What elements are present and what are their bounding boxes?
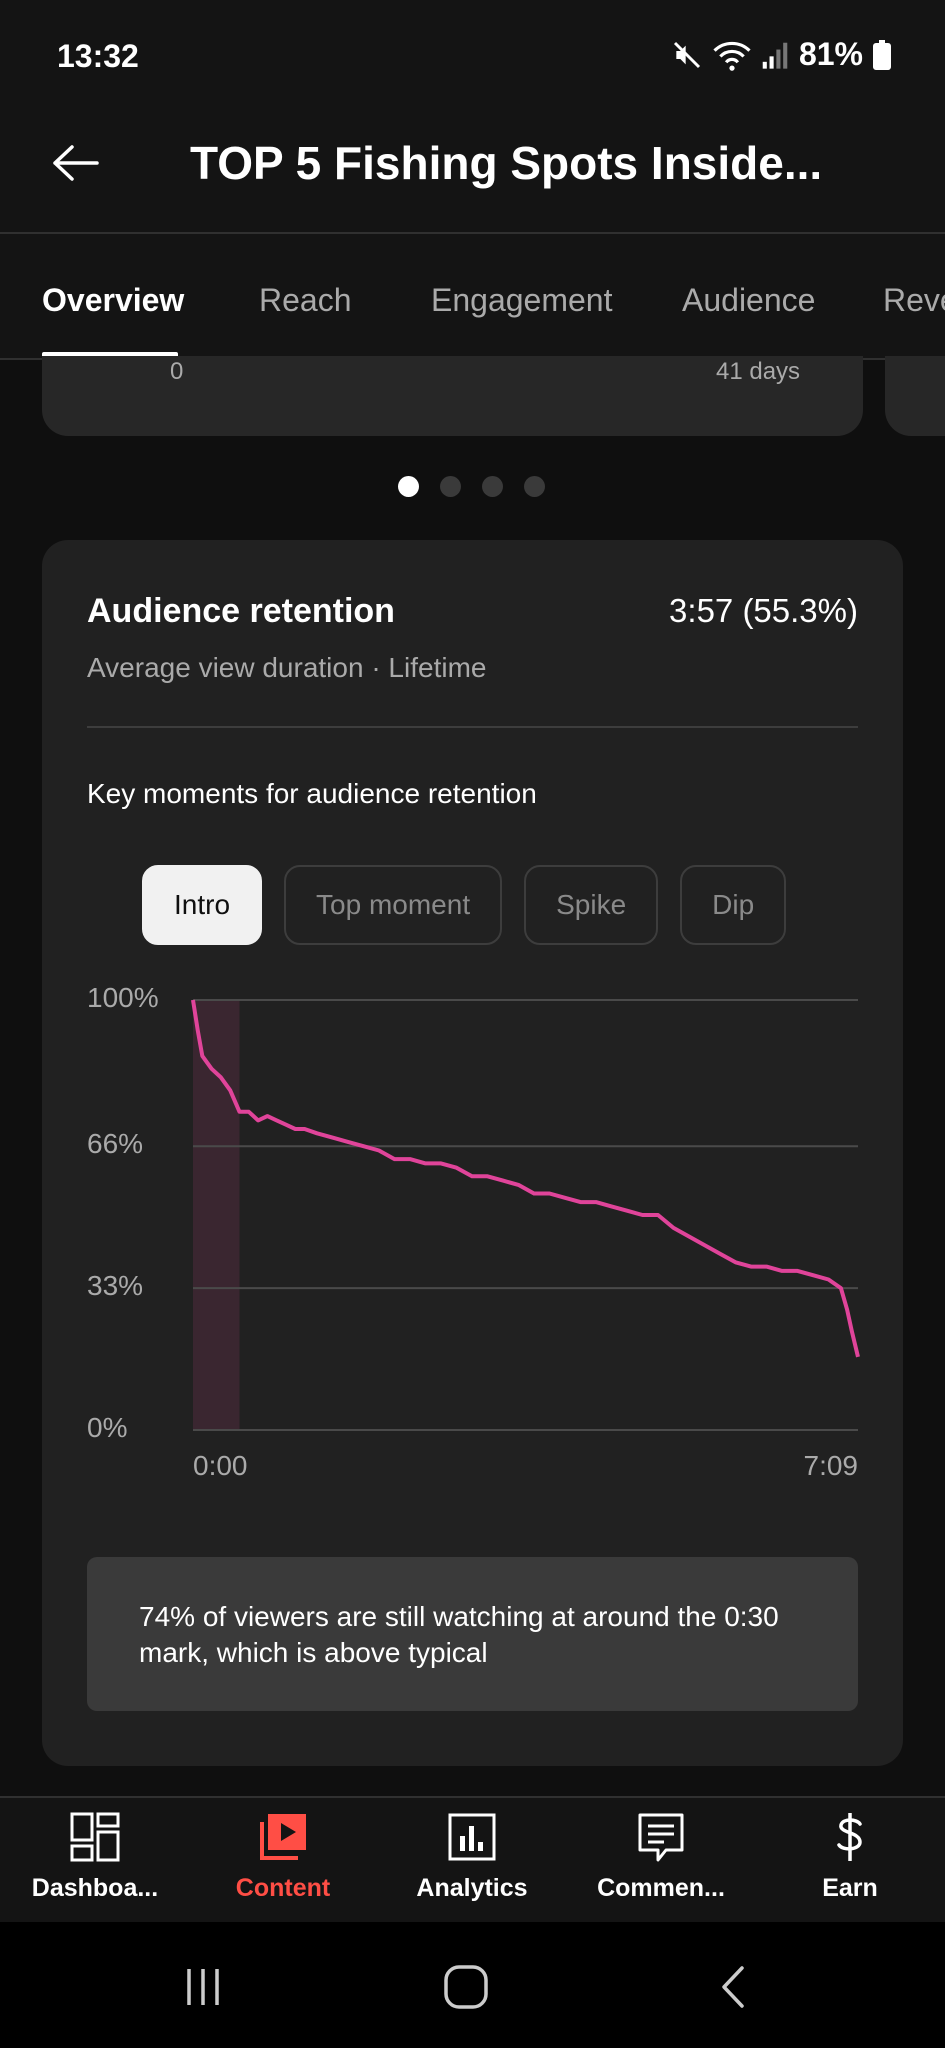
recent-apps-button[interactable] (173, 1962, 233, 2012)
nav-dashboard[interactable]: Dashboa... (10, 1810, 180, 1903)
wifi-icon (713, 41, 751, 71)
chip-intro[interactable]: Intro (142, 865, 263, 945)
status-time: 13:32 (57, 38, 139, 74)
carousel-dot[interactable] (524, 476, 545, 497)
highlight-band (193, 1000, 240, 1430)
insight-box: 74% of viewers are still watching at aro… (87, 1557, 858, 1711)
signal-icon (762, 42, 788, 69)
bottom-navigation: Dashboa... Content Analytics Commen... (0, 1796, 945, 1922)
carousel-dot[interactable] (398, 476, 419, 497)
app-bar: TOP 5 Fishing Spots Inside... (0, 86, 945, 234)
nav-comments[interactable]: Commen... (576, 1810, 746, 1903)
dollar-icon (837, 1813, 862, 1861)
retention-line (191, 999, 860, 1358)
battery-percent: 81% (798, 36, 863, 72)
status-icons: 81% (671, 36, 891, 73)
tab-overview[interactable]: Overview (42, 282, 185, 318)
nav-label: Analytics (416, 1874, 528, 1902)
arrow-left-icon (53, 145, 99, 181)
y-tick-label: 0% (87, 1412, 128, 1443)
tab-indicator (42, 352, 178, 358)
nav-label: Dashboa... (31, 1874, 159, 1902)
recent-apps-icon (187, 1969, 219, 2005)
content-icon (260, 1814, 306, 1860)
previous-card-axis-start: 0 (170, 358, 184, 385)
chip-top-moment[interactable]: Top moment (284, 865, 503, 945)
nav-content[interactable]: Content (198, 1810, 368, 1903)
y-tick-label: 66% (87, 1128, 144, 1159)
next-card-peek[interactable] (885, 356, 945, 436)
x-tick-end: 7:09 (803, 1450, 859, 1481)
analytics-icon (448, 1813, 496, 1861)
y-tick-label: 100% (87, 982, 159, 1013)
nav-label: Commen... (597, 1874, 725, 1902)
tab-bar: Overview Reach Engagement Audience Reven… (0, 234, 945, 360)
audience-retention-card[interactable]: Audience retention 3:57 (55.3%) Average … (42, 540, 903, 1766)
insight-text: 74% of viewers are still watching at aro… (139, 1601, 779, 1668)
nav-label: Content (235, 1874, 331, 1902)
chip-dip[interactable]: Dip (680, 865, 787, 945)
system-navigation (0, 1922, 945, 2048)
nav-earn[interactable]: Earn (765, 1810, 935, 1903)
back-button[interactable] (40, 128, 110, 198)
home-button[interactable] (436, 1962, 496, 2012)
key-moments-label: Key moments for audience retention (87, 778, 537, 809)
back-system-button[interactable] (703, 1962, 763, 2012)
previous-card-axis-end: 41 days (716, 358, 801, 385)
tab-audience[interactable]: Audience (682, 282, 816, 318)
nav-label: Earn (822, 1874, 878, 1902)
chip-spike[interactable]: Spike (524, 865, 659, 945)
previous-card[interactable] (42, 356, 863, 436)
status-bar: 13:32 81% (0, 0, 945, 86)
battery-icon (873, 39, 891, 70)
home-icon (444, 1965, 488, 2009)
retention-plot (191, 999, 860, 1431)
carousel-dots (398, 476, 545, 497)
page-title: TOP 5 Fishing Spots Inside... (190, 137, 823, 189)
tab-reach[interactable]: Reach (259, 282, 352, 318)
divider (87, 726, 858, 728)
average-view-duration-value: 3:57 (55.3%) (669, 592, 858, 629)
comments-icon (638, 1813, 684, 1862)
carousel-dot[interactable] (482, 476, 503, 497)
y-tick-label: 33% (87, 1270, 144, 1301)
nav-analytics[interactable]: Analytics (387, 1810, 557, 1903)
card-title: Audience retention (87, 592, 395, 630)
tab-revenue[interactable]: Revenue (883, 282, 945, 318)
x-tick-start: 0:00 (193, 1450, 248, 1481)
mute-icon (673, 41, 700, 68)
tab-engagement[interactable]: Engagement (431, 282, 613, 318)
dashboard-icon (70, 1812, 120, 1862)
chevron-left-icon (722, 1966, 744, 2008)
key-moment-chips: Intro Top moment Spike Dip (142, 865, 787, 945)
carousel-dot[interactable] (440, 476, 461, 497)
retention-chart[interactable]: 100% 66% 33% 0% 0:00 7:09 (42, 980, 903, 1570)
card-subtitle: Average view duration · Lifetime (87, 652, 487, 683)
